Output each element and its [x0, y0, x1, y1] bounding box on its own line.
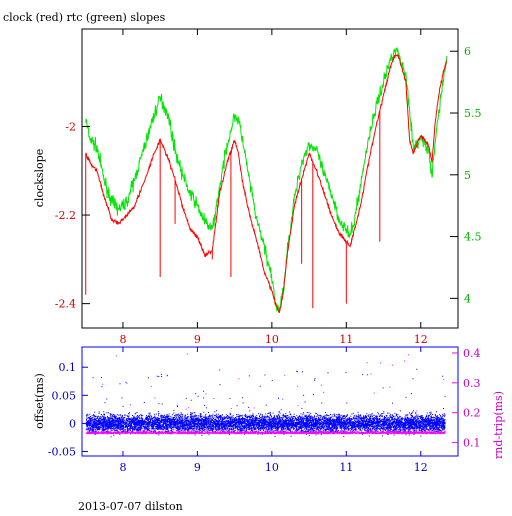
bottom-x-tick-label: 10: [265, 461, 279, 474]
bottom-panel: 8 9 10 11 12 -0.05 0 0.05 0.1 0.1 0.2 0.3 0.4 offset…: [33, 346, 505, 474]
rtc-series-line: [85, 47, 448, 313]
bottom-y2-tick-label: 0.4: [463, 347, 481, 360]
top-x-tick-label: 9: [194, 333, 201, 346]
bottom-y-tick-label: 0.05: [52, 389, 77, 402]
bottom-y2-tick-label: 0.2: [463, 407, 481, 420]
bottom-plot-frame: [81, 346, 459, 457]
clock-series-line: [85, 54, 448, 314]
top-x-tick-label: 12: [414, 333, 428, 346]
bottom-y2-axis-label: rnd-trip(ms): [492, 391, 505, 459]
top-y-tick-label: -2: [65, 120, 76, 133]
bottom-x-tick-label: 8: [119, 461, 126, 474]
bottom-axes: 8 9 10 11 12 -0.05 0 0.05 0.1 0.1 0.2 0.3 0.4: [48, 347, 481, 474]
chart-title: clock (red) rtc (green) slopes: [3, 11, 166, 24]
top-y-tick-label: -2.4: [55, 298, 76, 311]
bottom-y2-tick-label: 0.1: [463, 437, 481, 450]
top-x-tick-label: 8: [119, 333, 126, 346]
top-y2-tick-label: 6: [464, 45, 471, 58]
top-y-tick-label: -2.2: [55, 209, 76, 222]
top-plot-frame: [81, 28, 459, 329]
rnd-trip-points: [85, 353, 446, 435]
bottom-x-tick-label: 9: [194, 461, 201, 474]
bottom-plot-area: [85, 353, 446, 438]
bottom-y-tick-label: -0.05: [48, 446, 76, 459]
top-y-axis-label: clockslope: [33, 149, 46, 207]
top-x-tick-label: 10: [265, 333, 279, 346]
top-y2-tick-label: 5: [464, 169, 471, 182]
bottom-x-tick-label: 11: [339, 461, 353, 474]
offset-points: [85, 368, 446, 438]
top-y2-tick-label: 4.5: [464, 231, 482, 244]
top-y2-tick-label: 5.5: [464, 107, 482, 120]
bottom-y-tick-label: 0: [69, 417, 76, 430]
top-y2-tick-label: 4: [464, 292, 471, 305]
top-x-tick-label: 11: [339, 333, 353, 346]
top-axes: 8 9 10 11 12 -2.4 -2.2 -2 4 4.5 5 5.5 6: [55, 29, 482, 346]
bottom-x-tick-label: 12: [414, 461, 428, 474]
footer-label: 2013-07-07 dilston: [78, 500, 183, 512]
bottom-y-tick-label: 0.1: [59, 361, 77, 374]
top-plot-area: [85, 47, 448, 314]
top-panel: 8 9 10 11 12 -2.4 -2.2 -2 4 4.5 5 5.5 6 clockslope: [33, 28, 482, 346]
bottom-y2-tick-label: 0.3: [463, 377, 481, 390]
bottom-y-axis-label: offset(ms): [33, 373, 46, 429]
